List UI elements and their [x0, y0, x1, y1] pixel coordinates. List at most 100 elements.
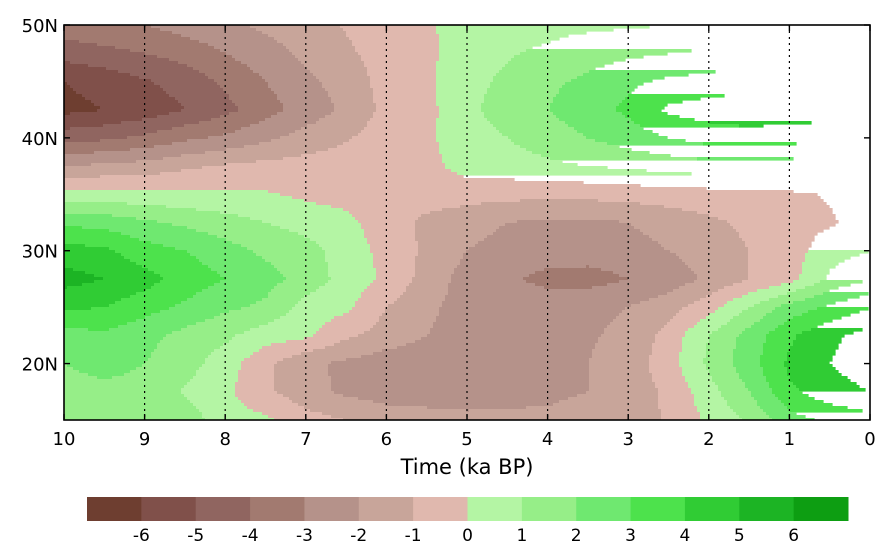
contour-band-segment	[625, 115, 680, 119]
contour-band-segment	[418, 217, 719, 221]
x-tick-label: 2	[703, 429, 714, 450]
contour-band-segment	[124, 373, 197, 377]
contour-band-segment	[64, 202, 128, 206]
contour-band-segment	[439, 58, 512, 62]
contour-band-segment	[361, 55, 440, 59]
contour-band-segment	[694, 403, 728, 407]
contour-band-segment	[211, 118, 266, 122]
contour-band-segment	[64, 334, 167, 338]
contour-band-segment	[526, 406, 659, 410]
contour-band-segment	[763, 349, 791, 353]
contour-band-segment	[64, 226, 83, 230]
contour-band-segment	[64, 313, 152, 317]
contour-band-segment	[589, 373, 653, 377]
contour-band-segment	[610, 322, 668, 326]
contour-band-segment	[253, 352, 302, 356]
contour-band-segment	[451, 274, 530, 278]
contour-band-segment	[181, 391, 236, 395]
contour-band-segment	[748, 253, 806, 257]
contour-band-segment	[208, 136, 281, 140]
contour-band-segment	[418, 253, 464, 257]
contour-band-segment	[202, 364, 242, 368]
contour-band-segment	[64, 247, 110, 251]
contour-band-segment	[772, 310, 809, 314]
contour-band-segment	[700, 298, 734, 302]
contour-band-segment	[595, 346, 653, 350]
contour-band-segment	[187, 64, 248, 68]
contour-band-segment	[775, 394, 809, 398]
contour-band-segment	[649, 355, 680, 359]
contour-band-segment	[64, 310, 161, 314]
contour-band-segment	[64, 400, 191, 404]
contour-band-segment	[64, 292, 137, 296]
contour-band-segment	[64, 118, 143, 122]
contour-band-segment	[64, 352, 152, 356]
contour-band-segment	[760, 301, 794, 305]
contour-band-segment	[481, 202, 641, 206]
contour-band-segment	[76, 91, 167, 95]
contour-band-segment	[64, 322, 128, 326]
contour-band-segment	[655, 340, 683, 344]
contour-band-segment	[64, 289, 146, 293]
contour-band-segment	[328, 280, 374, 284]
contour-band-segment	[748, 268, 803, 272]
contour-band-segment	[367, 241, 419, 245]
contour-band-segment	[643, 232, 740, 236]
contour-band-segment	[64, 184, 641, 188]
contour-band-segment	[130, 49, 221, 53]
contour-band-segment	[709, 373, 740, 377]
colorbar-label: -1	[405, 526, 422, 544]
contour-band-segment	[202, 262, 272, 266]
contour-band-segment	[70, 112, 170, 116]
contour-band-segment	[193, 67, 251, 71]
contour-band-segment	[148, 358, 206, 362]
contour-band-segment	[760, 319, 788, 323]
contour-band-segment	[262, 76, 317, 80]
contour-band-segment	[358, 133, 437, 137]
contour-band-segment	[64, 376, 98, 380]
contour-band-segment	[151, 352, 212, 356]
contour-band-segment	[787, 373, 842, 377]
contour-band-segment	[145, 133, 224, 137]
contour-band-segment	[199, 70, 254, 74]
contour-band-segment	[64, 397, 188, 401]
contour-band-segment	[241, 367, 275, 371]
contour-band-segment	[241, 364, 275, 368]
contour-band-segment	[199, 409, 254, 413]
contour-band-segment	[763, 343, 794, 347]
contour-band-segment	[745, 382, 770, 386]
contour-band-segment	[787, 292, 824, 296]
contour-band-segment	[661, 244, 746, 248]
contour-band-segment	[493, 76, 578, 80]
contour-band-segment	[733, 355, 761, 359]
contour-band-segment	[355, 49, 440, 53]
contour-band-segment	[502, 67, 596, 71]
contour-band-segment	[766, 412, 797, 416]
contour-band-segment	[226, 148, 329, 152]
contour-band-segment	[253, 70, 311, 74]
contour-band-segment	[136, 319, 206, 323]
contour-band-segment	[415, 274, 452, 278]
contour-band-segment	[364, 235, 416, 239]
contour-band-segment	[418, 241, 479, 245]
contour-band-segment	[733, 352, 764, 356]
contour-band-segment	[376, 271, 416, 275]
contour-band-segment	[250, 304, 296, 308]
contour-band-segment	[682, 208, 833, 212]
contour-band-segment	[334, 109, 377, 113]
contour-band-segment	[64, 268, 74, 272]
contour-band-segment	[166, 205, 332, 209]
contour-band-segment	[607, 283, 686, 287]
contour-band-segment	[436, 100, 485, 104]
contour-band-segment	[259, 142, 344, 146]
contour-band-segment	[241, 361, 278, 365]
contour-band-segment	[697, 157, 794, 161]
contour-band-segment	[160, 28, 257, 32]
contour-band-segment	[652, 376, 686, 380]
contour-band-segment	[301, 61, 365, 65]
contour-band-segment	[814, 283, 851, 287]
contour-band-segment	[439, 148, 527, 152]
contour-band-segment	[262, 31, 347, 35]
contour-band-segment	[274, 376, 332, 380]
contour-band-segment	[757, 400, 782, 404]
